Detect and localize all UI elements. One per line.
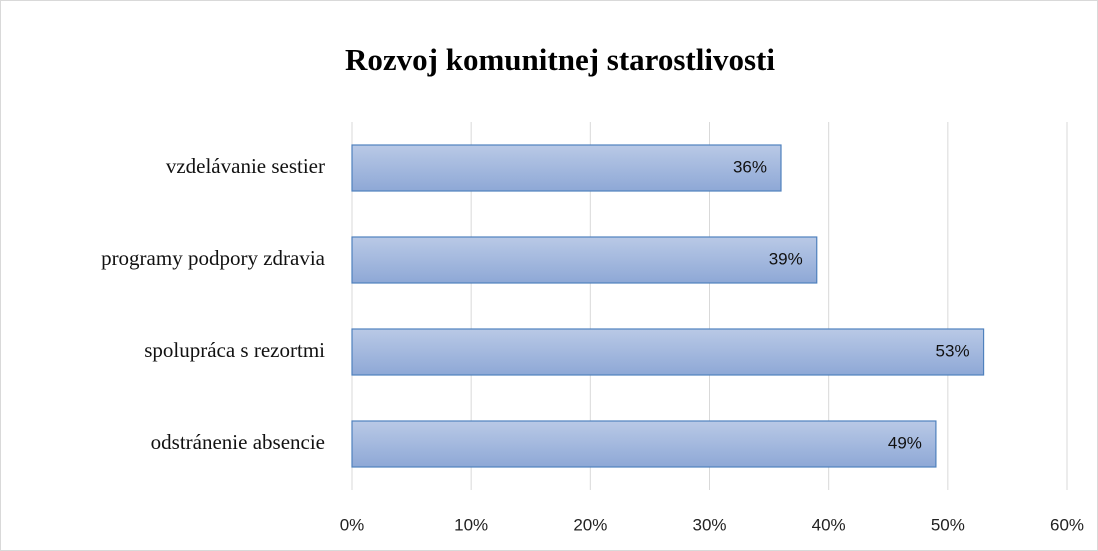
data-label: 49% xyxy=(888,433,922,452)
y-tick-label: vzdelávanie sestier xyxy=(166,154,325,178)
y-tick-label: odstránenie absencie xyxy=(151,430,325,454)
data-label: 39% xyxy=(769,249,803,268)
bar xyxy=(351,236,818,284)
bar xyxy=(351,328,985,376)
x-tick-label: 40% xyxy=(812,515,846,534)
y-tick-label: programy podpory zdravia xyxy=(101,246,326,270)
bar xyxy=(351,144,782,192)
chart-title: Rozvoj komunitnej starostlivosti xyxy=(345,42,775,77)
data-label: 36% xyxy=(733,157,767,176)
x-tick-label: 20% xyxy=(573,515,607,534)
x-tick-label: 50% xyxy=(931,515,965,534)
x-tick-label: 10% xyxy=(454,515,488,534)
x-tick-label: 30% xyxy=(692,515,726,534)
bar xyxy=(351,420,937,468)
data-label: 53% xyxy=(936,341,970,360)
y-tick-label: spolupráca s rezortmi xyxy=(144,338,325,362)
x-tick-label: 0% xyxy=(340,515,365,534)
x-tick-label: 60% xyxy=(1050,515,1084,534)
